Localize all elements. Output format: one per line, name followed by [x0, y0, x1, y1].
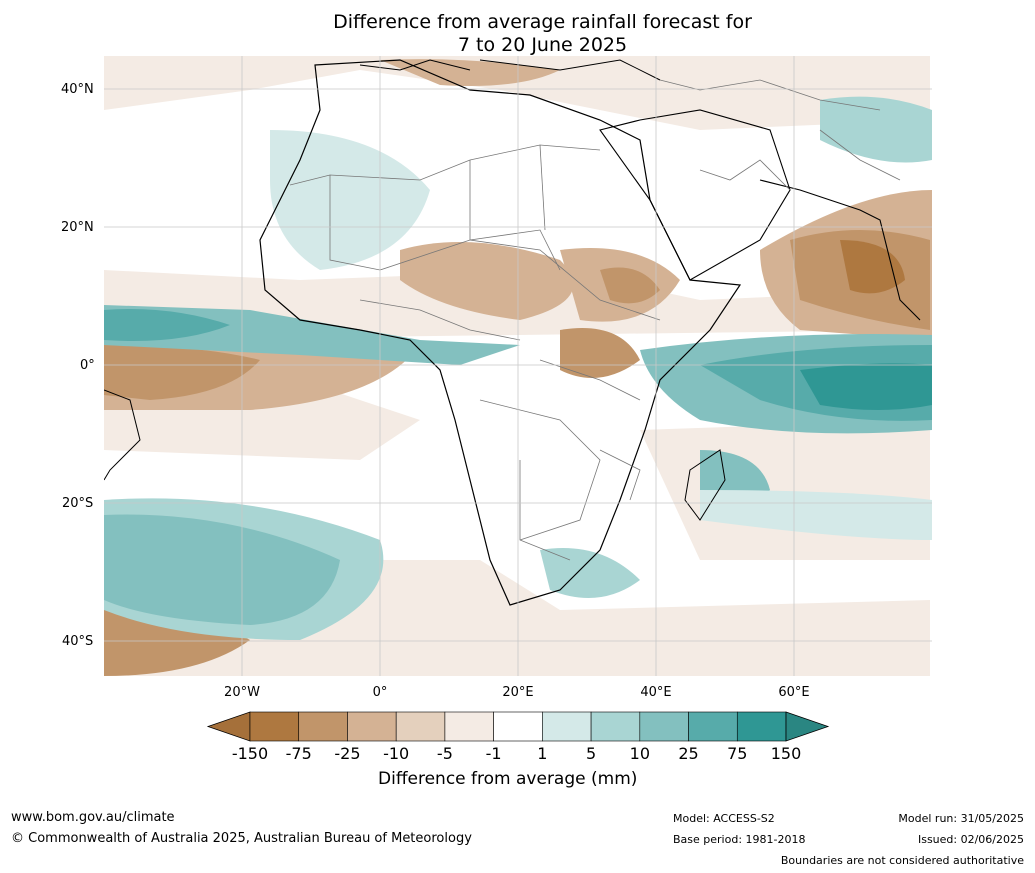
rainfall-anomaly-map — [104, 56, 932, 676]
colorbar-swatch — [590, 711, 641, 742]
lon-label-40e: 40°E — [640, 685, 672, 700]
lon-label-20e: 20°E — [502, 685, 534, 700]
colorbar-swatch — [395, 711, 446, 742]
boundary-disclaimer: Boundaries are not considered authoritat… — [780, 854, 1024, 867]
lon-label-20w: 20°W — [224, 685, 260, 700]
lon-label-0: 0° — [372, 685, 388, 700]
colorbar-tick-label: 5 — [585, 744, 597, 763]
colorbar-swatch — [688, 711, 738, 742]
colorbar-swatch — [347, 711, 397, 742]
colorbar-tick-label: 75 — [727, 744, 748, 763]
colorbar — [206, 711, 830, 742]
colorbar-swatch — [736, 711, 787, 742]
colorbar-tick-label: 25 — [678, 744, 699, 763]
colorbar-tick-label: 1 — [537, 744, 548, 763]
lat-label-40n: 40°N — [61, 82, 94, 97]
colorbar-tick-label: -1 — [485, 744, 502, 763]
colorbar-min-extension — [206, 711, 251, 742]
issued-date: Issued: 02/06/2025 — [917, 833, 1024, 846]
colorbar-tick-label: -5 — [436, 744, 453, 763]
map-title-line-2: 7 to 20 June 2025 — [457, 34, 628, 56]
colorbar-max-extension — [785, 711, 830, 742]
colorbar-tick-label: 150 — [770, 744, 802, 763]
copyright-text: © Commonwealth of Australia 2025, Austra… — [11, 831, 472, 846]
colorbar-swatch — [298, 711, 348, 742]
colorbar-swatch — [639, 711, 689, 742]
lon-label-60e: 60°E — [778, 685, 810, 700]
website-url: www.bom.gov.au/climate — [11, 810, 175, 825]
colorbar-tick-label: -25 — [334, 744, 361, 763]
model-name: Model: ACCESS-S2 — [673, 812, 775, 825]
colorbar-swatch — [249, 711, 300, 742]
colorbar-swatch — [493, 711, 543, 742]
colorbar-swatch — [542, 711, 592, 742]
lat-label-20s: 20°S — [62, 496, 94, 511]
graticule — [104, 56, 932, 676]
lat-label-20n: 20°N — [61, 220, 94, 235]
colorbar-swatch — [444, 711, 494, 742]
colorbar-tick-label: -10 — [383, 744, 410, 763]
lat-label-40s: 40°S — [62, 634, 94, 649]
colorbar-label: Difference from average (mm) — [378, 769, 638, 789]
model-run-date: Model run: 31/05/2025 — [898, 812, 1024, 825]
lat-label-equator: 0° — [80, 358, 95, 373]
base-period: Base period: 1981-2018 — [673, 833, 806, 846]
colorbar-tick-label: 10 — [629, 744, 650, 763]
coastlines — [104, 59, 921, 606]
colorbar-tick-label: -150 — [231, 744, 269, 763]
map-title-line-1: Difference from average rainfall forecas… — [333, 11, 752, 33]
colorbar-tick-label: -75 — [285, 744, 312, 763]
